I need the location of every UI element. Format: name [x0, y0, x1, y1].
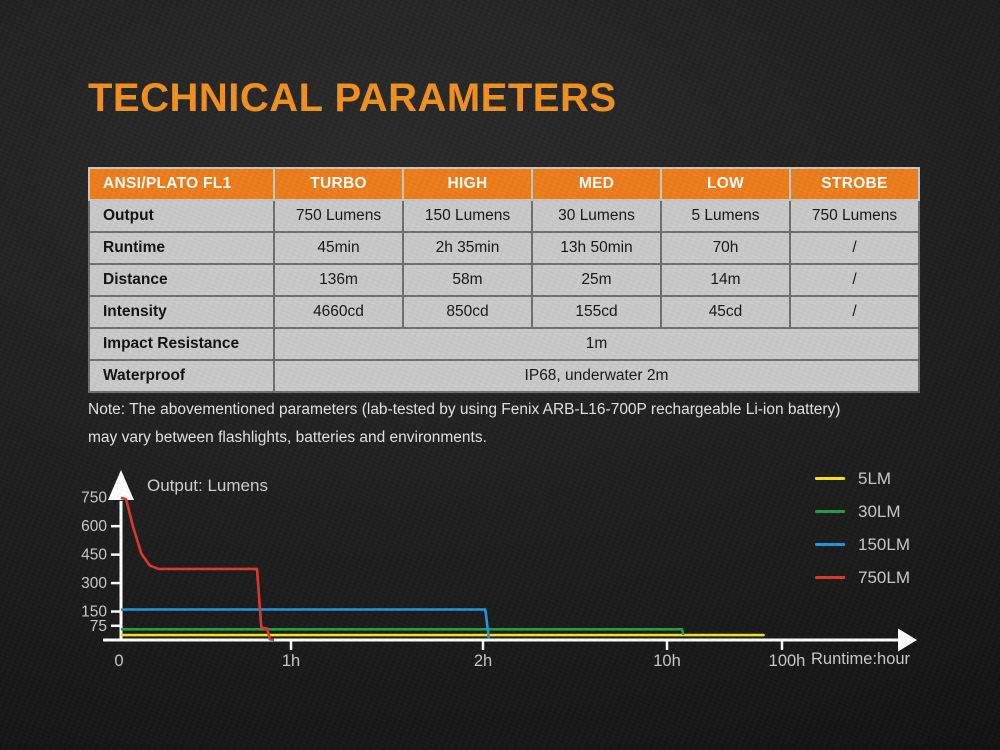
intensity-low: 45cd: [660, 295, 791, 329]
legend-item-150lm: 150LM: [815, 534, 910, 554]
runtime-turbo: 45min: [273, 231, 404, 265]
legend-label: 30LM: [858, 501, 901, 521]
impact-resistance-value: 1m: [273, 327, 920, 361]
chart-legend: 5LM 30LM 150LM 750LM: [815, 468, 910, 587]
runtime-high: 2h 35min: [402, 231, 533, 265]
intensity-high: 850cd: [402, 295, 533, 329]
table-row-waterproof: Waterproof IP68, underwater 2m: [88, 359, 920, 393]
series-line-30lm: [121, 627, 685, 636]
header-cell-low: LOW: [660, 167, 791, 201]
spec-table: ANSI/PLATO FL1 TURBO HIGH MED LOW STROBE…: [88, 167, 920, 393]
row-label-waterproof: Waterproof: [88, 359, 275, 393]
y-tick-label: 75: [90, 618, 107, 635]
table-header-row: ANSI/PLATO FL1 TURBO HIGH MED LOW STROBE: [88, 167, 920, 201]
header-cell-ansi-plato: ANSI/PLATO FL1: [88, 167, 275, 201]
legend-item-30lm: 30LM: [815, 501, 910, 521]
waterproof-value: IP68, underwater 2m: [273, 359, 920, 393]
legend-label: 150LM: [858, 534, 910, 554]
header-cell-med: MED: [531, 167, 662, 201]
distance-high: 58m: [402, 263, 533, 297]
y-tick-label: 300: [81, 575, 107, 592]
y-tick-label: 600: [81, 518, 107, 535]
legend-label: 750LM: [858, 567, 910, 587]
intensity-med: 155cd: [531, 295, 662, 329]
row-label-output: Output: [88, 199, 275, 233]
note-text-line-1: Note: The abovementioned parameters (lab…: [88, 401, 841, 418]
x-tick-label: 1h: [282, 652, 300, 670]
header-cell-high: HIGH: [402, 167, 533, 201]
y-tick-label: 150: [81, 604, 107, 621]
y-axis-arrow: [108, 470, 134, 500]
series-line-150lm: [121, 608, 491, 639]
legend-swatch-30lm: [815, 509, 845, 513]
runtime-low: 70h: [660, 231, 791, 265]
header-cell-strobe: STROBE: [789, 167, 920, 201]
y-tick-label: 450: [81, 547, 107, 564]
header-cell-turbo: TURBO: [273, 167, 404, 201]
page-title: TECHNICAL PARAMETERS: [88, 76, 617, 120]
y-tick-label: 750: [81, 490, 107, 507]
distance-strobe: /: [789, 263, 920, 297]
runtime-med: 13h 50min: [531, 231, 662, 265]
table-row-intensity: Intensity 4660cd 850cd 155cd 45cd /: [88, 295, 920, 329]
table-row-distance: Distance 136m 58m 25m 14m /: [88, 263, 920, 297]
x-tick-label: 10h: [653, 652, 681, 670]
x-axis-arrow: [898, 628, 917, 652]
output-high: 150 Lumens: [402, 199, 533, 233]
table-row-impact-resistance: Impact Resistance 1m: [88, 327, 920, 361]
row-label-intensity: Intensity: [88, 295, 275, 329]
legend-item-5lm: 5LM: [815, 468, 910, 488]
row-label-distance: Distance: [88, 263, 275, 297]
distance-med: 25m: [531, 263, 662, 297]
row-label-runtime: Runtime: [88, 231, 275, 265]
output-turbo: 750 Lumens: [273, 199, 404, 233]
x-tick-label: 2h: [474, 652, 492, 670]
legend-label: 5LM: [858, 468, 892, 488]
intensity-turbo: 4660cd: [273, 295, 404, 329]
chart-x-axis-title: Runtime:hour: [811, 650, 911, 668]
note-text-line-2: may vary between flashlights, batteries …: [88, 429, 487, 446]
runtime-strobe: /: [789, 231, 920, 265]
legend-swatch-150lm: [815, 542, 845, 546]
series-line-750lm: [120, 496, 275, 642]
output-low: 5 Lumens: [660, 199, 791, 233]
distance-turbo: 136m: [273, 263, 404, 297]
legend-swatch-5lm: [815, 476, 845, 480]
intensity-strobe: /: [789, 295, 920, 329]
legend-swatch-750lm: [815, 575, 845, 579]
output-med: 30 Lumens: [531, 199, 662, 233]
legend-item-750lm: 750LM: [815, 567, 910, 587]
x-tick-label: 100h: [769, 652, 806, 670]
output-strobe: 750 Lumens: [789, 199, 920, 233]
table-row-runtime: Runtime 45min 2h 35min 13h 50min 70h /: [88, 231, 920, 265]
row-label-impact-resistance: Impact Resistance: [88, 327, 275, 361]
chart-y-axis-title: Output: Lumens: [147, 476, 268, 495]
series-line-5lm: [121, 633, 766, 637]
x-tick-label: 0: [114, 652, 123, 670]
table-row-output: Output 750 Lumens 150 Lumens 30 Lumens 5…: [88, 199, 920, 233]
distance-low: 14m: [660, 263, 791, 297]
